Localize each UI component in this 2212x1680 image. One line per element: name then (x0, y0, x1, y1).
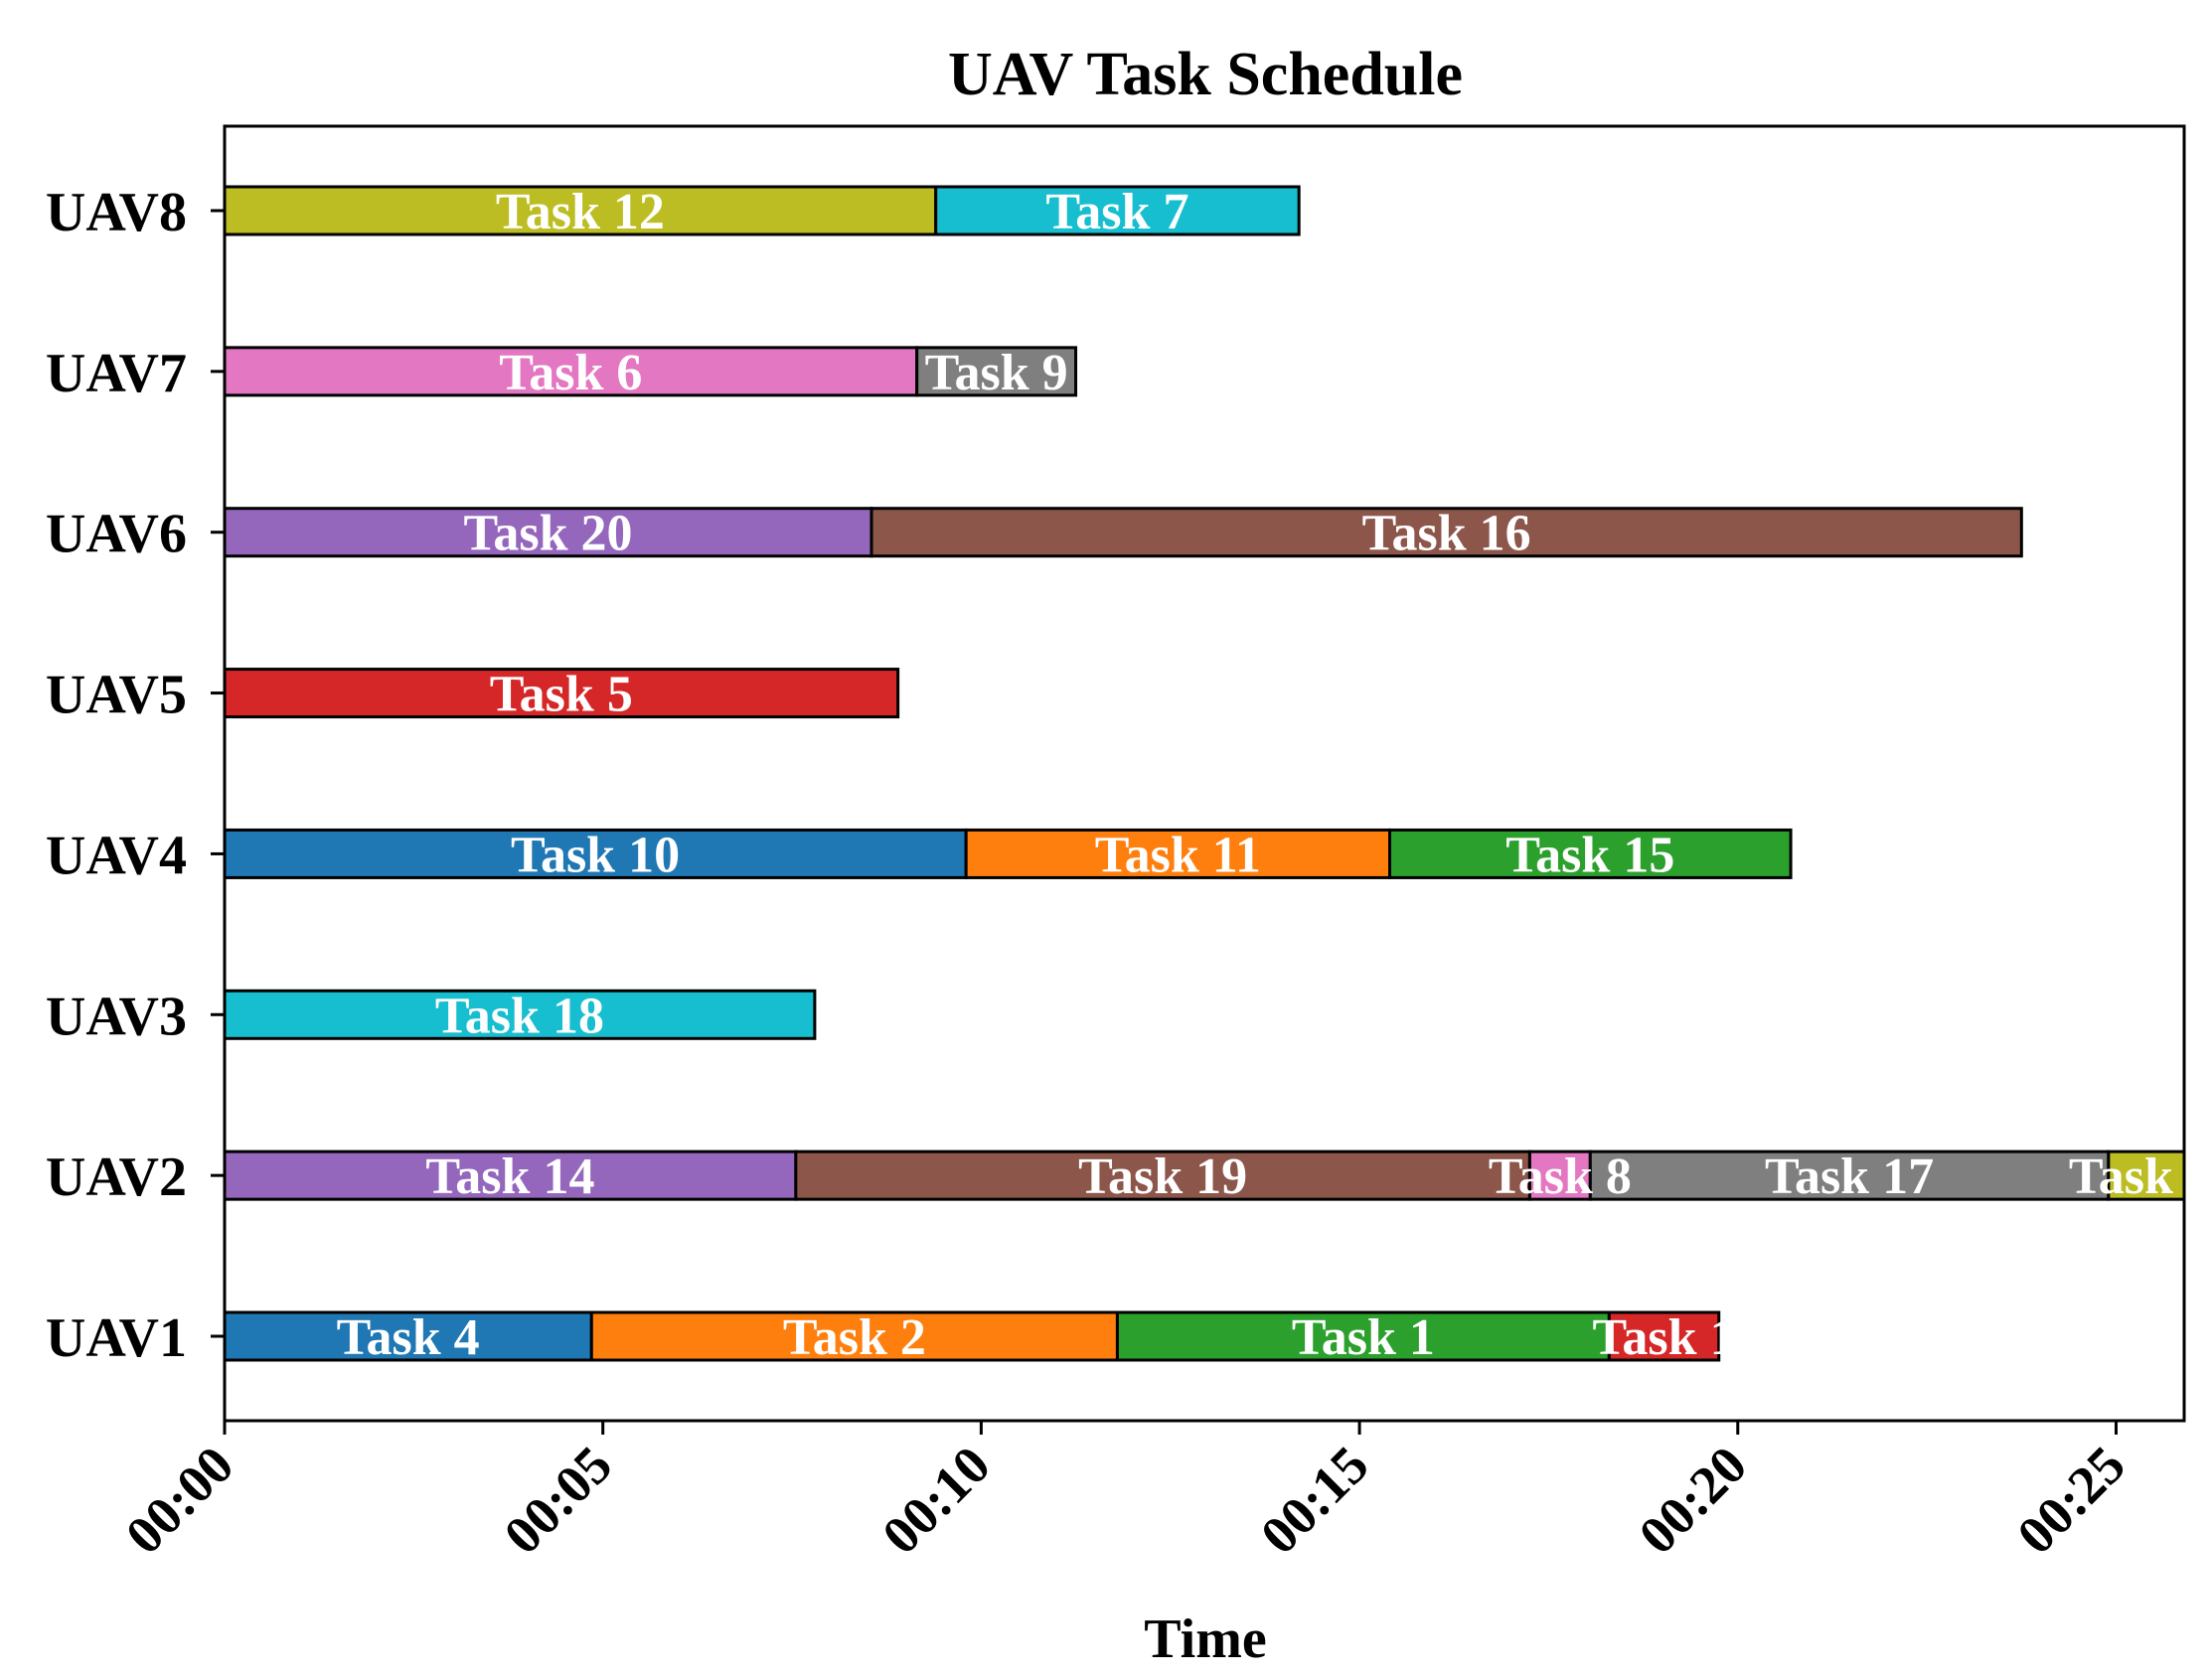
gantt-bar-label: Task 10 (511, 827, 680, 883)
gantt-bar-uav2-task-14 (223, 1149, 798, 1201)
y-tick-label: UAV1 (46, 1307, 187, 1369)
gantt-bar-label: Task 18 (435, 988, 604, 1044)
gantt-bar-label: Task 1 (1593, 1309, 1736, 1366)
gantt-bar-uav2-task-8 (1527, 1149, 1592, 1201)
y-tick-label: UAV5 (46, 665, 187, 726)
gantt-bar-uav7-task-9 (915, 346, 1078, 397)
gantt-bar-label: Task 5 (490, 667, 633, 723)
x-tick-label: 00:05 (493, 1435, 624, 1566)
x-axis: 00:00 00:05 00:10 00:15 00:20 00:25 (114, 1421, 2136, 1566)
y-tick-label: UAV3 (46, 986, 187, 1047)
y-tick-label: UAV7 (46, 343, 187, 404)
plot-frame (223, 124, 2186, 1423)
x-tick-label: 00:10 (870, 1435, 1002, 1566)
gantt-bar-uav2-task-19 (794, 1149, 1531, 1201)
y-tick-label: UAV6 (46, 504, 187, 565)
gantt-bar-label: Task 4 (337, 1309, 480, 1366)
y-tick-label: UAV4 (46, 825, 187, 886)
gantt-bar-uav8-task-12 (223, 185, 938, 236)
gantt-bar-label: Task 19 (1078, 1148, 1247, 1205)
x-tick-label: 00:15 (1249, 1435, 1380, 1566)
gantt-bar-label: Task 2 (783, 1309, 926, 1366)
x-tick-label: 00:25 (2005, 1435, 2136, 1566)
gantt-bar-label: Task 17 (1765, 1148, 1934, 1205)
gantt-bar-label: Task 6 (499, 345, 642, 401)
gantt-bar-label: Task (2069, 1148, 2173, 1205)
chart-title: UAV Task Schedule (948, 41, 1463, 108)
gantt-bar-uav5-task-5 (223, 668, 900, 719)
gantt-bar-uav2-task-13 (2107, 1149, 2186, 1201)
y-tick-label: UAV2 (46, 1146, 187, 1208)
gantt-bar-label: Task 12 (496, 184, 665, 240)
gantt-bar-uav1-task-2 (589, 1310, 1119, 1362)
gantt-bar-label: Task 7 (1045, 184, 1188, 240)
gantt-bar-uav4-task-11 (964, 828, 1392, 879)
gantt-bar-uav8-task-7 (934, 185, 1301, 236)
gantt-bar-uav1-task-1 (1115, 1310, 1611, 1362)
x-tick-label: 00:20 (1628, 1435, 1759, 1566)
gantt-bar-label: Task 9 (925, 345, 1068, 401)
gantt-bar-uav4-task-15 (1388, 828, 1793, 879)
gantt-bar-label: Task 1 (1292, 1309, 1435, 1366)
y-tick-label: UAV8 (46, 182, 187, 243)
x-axis-label: Time (1144, 1608, 1266, 1670)
x-tick-label: 00:00 (114, 1435, 245, 1566)
gantt-bar-label: Task 11 (1095, 827, 1261, 883)
gantt-bar-label: Task 14 (425, 1148, 594, 1205)
gantt-bar-uav6-task-16 (869, 507, 2023, 558)
gantt-bar-label: Task 20 (463, 506, 632, 562)
gantt-bar-uav1-task-3 (1607, 1310, 1721, 1362)
plot-area: Task 4 Task 2 Task 1 Task 1 Task 14 Task 19 Ta… (223, 184, 2186, 1366)
y-axis: UAV1 UAV2 UAV3 UAV4 UAV5 UAV6 UAV7 UAV8 (46, 182, 225, 1369)
gantt-bar-label: Task 16 (1362, 506, 1531, 562)
gantt-bar-label: Task 8 (1489, 1148, 1632, 1205)
gantt-bar-label: Task 15 (1505, 827, 1674, 883)
gantt-bar-uav2-task-17 (1588, 1149, 2111, 1201)
